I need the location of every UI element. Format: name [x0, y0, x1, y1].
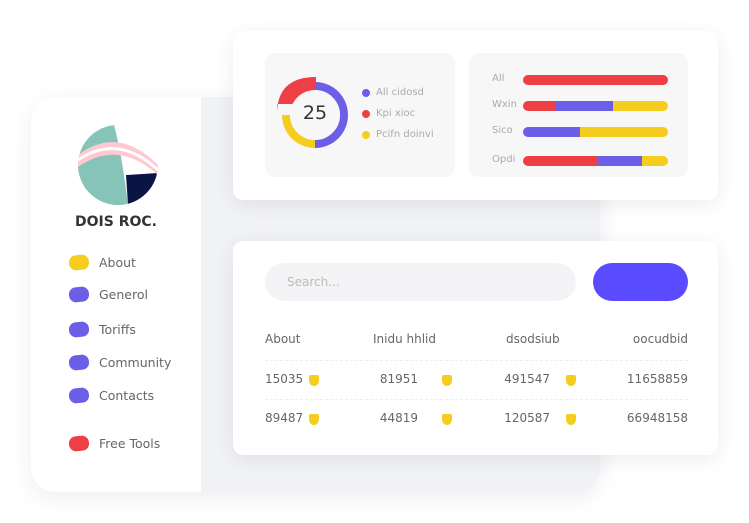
sidebar-item-toriffs[interactable]: Toriffs — [68, 320, 136, 339]
sidebar-item-contacts[interactable]: Contacts — [68, 386, 155, 405]
column-header[interactable]: dsodsiub — [506, 332, 560, 346]
bar-segment — [641, 156, 668, 166]
search-button[interactable] — [593, 263, 688, 301]
shield-icon — [309, 414, 319, 425]
sidebar-item-label: Generol — [99, 287, 148, 302]
table-cell: 89487 — [265, 411, 304, 425]
donut-slice — [315, 82, 348, 148]
sidebar-item-free-tools[interactable]: Free Tools — [68, 434, 161, 453]
nav-blob-icon — [68, 353, 90, 372]
table-cell: 11658859 — [626, 372, 688, 386]
sidebar-item-label: Community — [99, 355, 172, 370]
column-header[interactable]: About — [265, 332, 301, 346]
donut-slice — [282, 115, 315, 148]
brand-name: DOIS ROC. — [75, 214, 157, 230]
column-header[interactable]: oocudbid — [632, 332, 688, 346]
donut-hole — [290, 90, 340, 140]
bar-segment — [523, 156, 599, 166]
bar-segment — [556, 101, 613, 111]
shield-icon — [442, 375, 452, 386]
legend-dot-icon — [362, 109, 370, 118]
table-cell: 66948158 — [626, 411, 688, 425]
bars-panel: All Wxin Sico Opdi — [469, 53, 688, 177]
bar-wxin — [523, 101, 668, 111]
column-header[interactable]: Inidu hhlid — [373, 332, 437, 346]
bar-label: Wxin — [492, 99, 517, 110]
shield-icon — [566, 414, 576, 425]
bar-label: All — [492, 73, 505, 84]
legend-item: All cidosd — [362, 87, 424, 98]
stats-card: 25 All cidosd Kpi xioc Pcifn doinvi All Wxi… — [233, 31, 718, 200]
donut-slice — [277, 77, 316, 114]
bar-segment — [523, 101, 557, 111]
shield-icon — [566, 375, 576, 386]
bar-segment — [523, 127, 580, 137]
bar-sico — [523, 127, 668, 137]
sidebar-item-community[interactable]: Community — [68, 353, 172, 372]
sidebar-item-generol[interactable]: Generol — [68, 285, 148, 304]
bar-all — [523, 75, 668, 85]
bar-segment — [598, 156, 642, 166]
table-card: About Inidu hhlid dsodsiub oocudbid 15035 819… — [233, 241, 718, 455]
donut-chart — [277, 77, 348, 148]
legend-label: Kpi xioc — [376, 108, 416, 119]
divider — [265, 360, 688, 361]
shield-icon — [309, 375, 319, 386]
search-input[interactable] — [265, 263, 576, 301]
sidebar-item-label: Contacts — [99, 388, 155, 403]
legend-dot-icon — [362, 130, 370, 139]
donut-panel: 25 All cidosd Kpi xioc Pcifn doinvi — [265, 53, 455, 177]
bar-segment — [579, 127, 668, 137]
sidebar-item-label: Toriffs — [99, 322, 136, 337]
divider — [265, 399, 688, 400]
table-cell: 120587 — [504, 411, 550, 425]
sidebar-item-label: Free Tools — [99, 436, 161, 451]
table-cell: 44819 — [379, 411, 418, 425]
nav-blob-icon — [68, 253, 90, 272]
legend-dot-icon — [362, 88, 370, 97]
brand-logo — [78, 125, 158, 205]
donut-center-label: 25 — [302, 102, 328, 124]
table-cell: 15035 — [265, 372, 304, 386]
bar-label: Opdi — [492, 154, 516, 165]
legend-item: Kpi xioc — [362, 108, 415, 119]
bar-segment — [612, 101, 668, 111]
bar-opdi — [523, 156, 668, 166]
legend-label: Pcifn doinvi — [376, 129, 434, 140]
table-cell: 81951 — [379, 372, 418, 386]
legend-item: Pcifn doinvi — [362, 129, 434, 140]
legend-label: All cidosd — [376, 87, 424, 98]
nav-blob-icon — [68, 320, 90, 339]
sidebar: DOIS ROC. About Generol Toriffs Community Co… — [31, 97, 201, 492]
nav-blob-icon — [68, 386, 90, 405]
sidebar-item-about[interactable]: About — [68, 253, 136, 272]
sidebar-item-label: About — [99, 255, 136, 270]
nav-blob-icon — [68, 285, 90, 304]
nav-blob-icon — [68, 434, 90, 453]
table-cell: 491547 — [504, 372, 550, 386]
bar-segment — [523, 75, 668, 85]
shield-icon — [442, 414, 452, 425]
bar-label: Sico — [492, 125, 513, 136]
